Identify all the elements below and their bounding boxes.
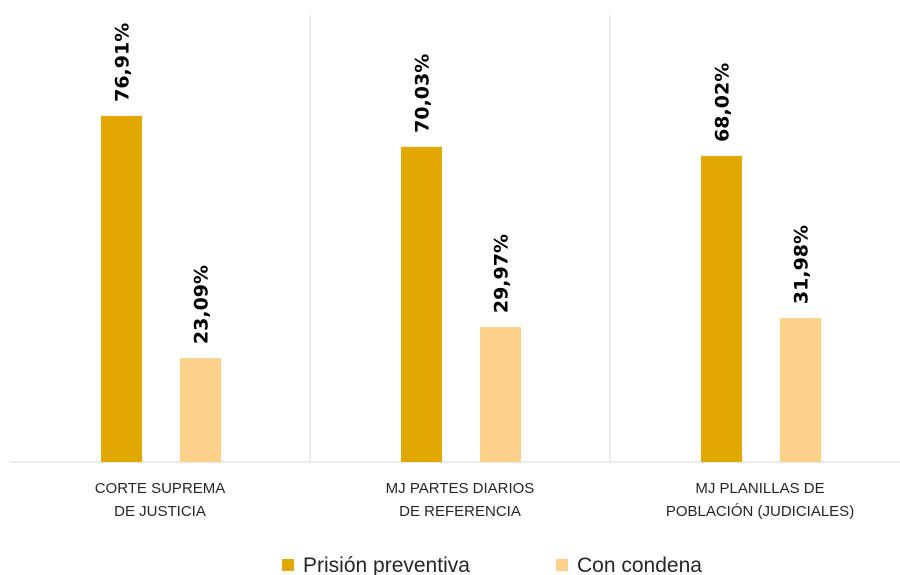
- data-labels: 76,91% 23,09% 70,03% 29,97% 68,02% 31,98%: [112, 23, 813, 344]
- x-tick-label: DE JUSTICIA: [114, 503, 206, 520]
- legend-swatch: [282, 559, 294, 571]
- bar: [401, 146, 442, 463]
- x-tick-label: MJ PLANILLAS DE: [695, 480, 824, 497]
- bar: [180, 358, 221, 462]
- data-label: 23,09%: [191, 265, 213, 344]
- data-label: 68,02%: [712, 63, 734, 142]
- bar: [701, 155, 742, 462]
- x-tick-label: POBLACIÓN (JUDICIALES): [666, 503, 854, 520]
- x-axis-labels: CORTE SUPREMA DE JUSTICIA MJ PARTES DIARIO…: [95, 480, 854, 520]
- x-tick-label: CORTE SUPREMA: [95, 480, 226, 497]
- data-label: 70,03%: [412, 54, 434, 133]
- bar: [780, 318, 821, 462]
- data-label: 29,97%: [491, 234, 513, 313]
- x-tick-label: MJ PARTES DIARIOS: [386, 480, 535, 497]
- bars: [101, 115, 821, 463]
- x-tick-label: DE REFERENCIA: [399, 503, 521, 520]
- bar: [480, 327, 521, 462]
- legend-label: Con condena: [577, 554, 702, 575]
- plot-frame: [10, 15, 900, 463]
- bar: [101, 115, 142, 462]
- data-label: 76,91%: [112, 23, 134, 102]
- legend-label: Prisión preventiva: [303, 554, 470, 575]
- legend-swatch: [556, 559, 568, 571]
- data-label: 31,98%: [791, 225, 813, 304]
- legend: Prisión preventiva Con condena: [282, 554, 702, 575]
